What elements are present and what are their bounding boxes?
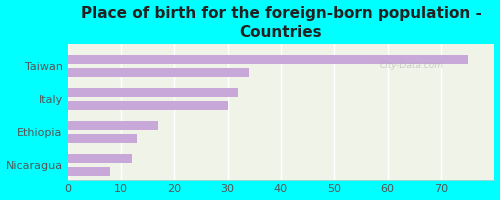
Bar (68, 134, 137, 143)
Bar (68, 101, 228, 110)
Text: City-Data.com: City-Data.com (379, 61, 443, 70)
Bar (68, 68, 249, 77)
Bar (68, 88, 238, 97)
Bar (68, 55, 468, 64)
Bar (68, 167, 110, 176)
Title: Place of birth for the foreign-born population -
Countries: Place of birth for the foreign-born popu… (80, 6, 481, 40)
Bar (68, 154, 132, 163)
Bar (68, 121, 158, 130)
